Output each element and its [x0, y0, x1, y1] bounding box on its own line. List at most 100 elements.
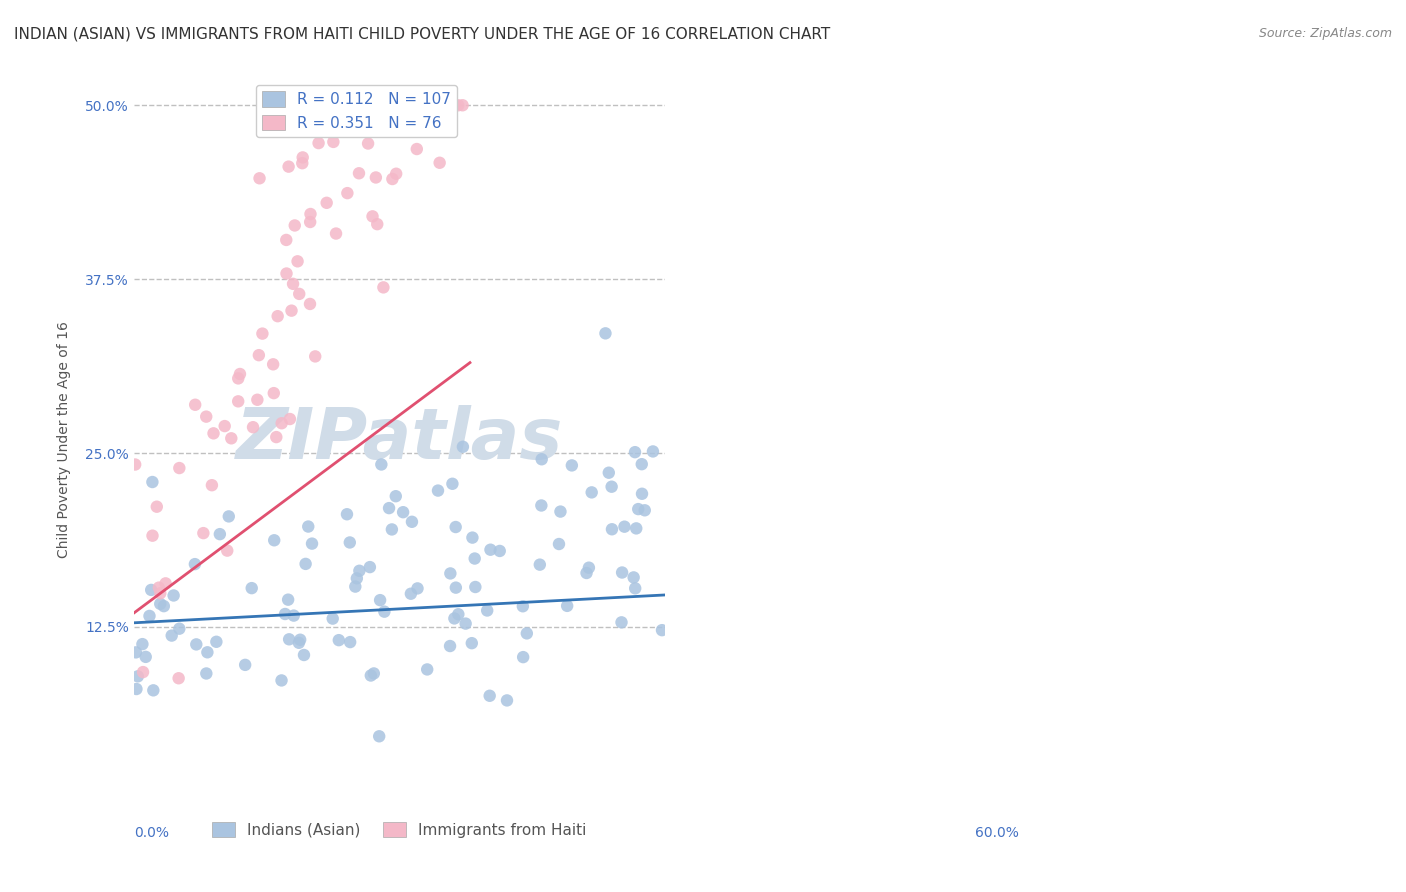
Point — [135, 649, 157, 664]
Point — [530, 499, 553, 513]
Point — [299, 207, 322, 221]
Point — [247, 348, 270, 362]
Point — [294, 557, 316, 571]
Point — [444, 98, 467, 112]
Point — [381, 523, 404, 537]
Point — [205, 634, 228, 648]
Point — [277, 160, 299, 174]
Point — [651, 623, 673, 637]
Point — [363, 666, 385, 681]
Point — [270, 673, 292, 688]
Point — [349, 564, 371, 578]
Text: ZIPatlas: ZIPatlas — [235, 405, 562, 474]
Point — [162, 589, 184, 603]
Point — [184, 557, 207, 571]
Point — [322, 135, 344, 149]
Text: 0.0%: 0.0% — [134, 826, 169, 840]
Point — [195, 409, 218, 424]
Point — [401, 515, 423, 529]
Point — [429, 98, 451, 112]
Point — [439, 639, 461, 653]
Point — [443, 611, 465, 625]
Point — [153, 599, 176, 614]
Point — [361, 210, 384, 224]
Point — [375, 98, 398, 112]
Point — [392, 505, 415, 519]
Point — [336, 186, 359, 201]
Point — [226, 371, 249, 385]
Point — [155, 576, 177, 591]
Point — [600, 480, 623, 494]
Point — [284, 219, 307, 233]
Point — [308, 136, 330, 150]
Y-axis label: Child Poverty Under the Age of 16: Child Poverty Under the Age of 16 — [58, 321, 72, 558]
Point — [125, 681, 148, 696]
Point — [478, 689, 501, 703]
Point — [561, 458, 583, 473]
Point — [440, 98, 463, 112]
Point — [148, 581, 170, 595]
Point — [366, 217, 388, 231]
Point — [477, 603, 499, 617]
Point — [378, 501, 401, 516]
Point — [488, 544, 510, 558]
Point — [328, 633, 350, 648]
Point — [283, 608, 305, 623]
Point — [451, 440, 474, 454]
Point — [392, 98, 415, 112]
Point — [149, 586, 172, 600]
Point — [277, 592, 299, 607]
Point — [304, 350, 326, 364]
Point — [406, 582, 429, 596]
Point — [266, 309, 288, 323]
Point — [233, 657, 256, 672]
Point — [630, 457, 652, 471]
Point — [276, 233, 298, 247]
Point — [252, 326, 274, 341]
Point — [292, 648, 315, 662]
Point — [278, 412, 301, 426]
Point — [127, 669, 149, 683]
Point — [436, 98, 458, 112]
Point — [429, 155, 451, 169]
Point — [226, 394, 249, 409]
Point — [454, 616, 477, 631]
Point — [141, 529, 163, 543]
Point — [287, 254, 309, 268]
Point — [276, 267, 298, 281]
Point — [339, 535, 361, 549]
Point — [167, 671, 190, 685]
Point — [208, 527, 231, 541]
Point — [408, 98, 430, 112]
Point — [610, 615, 633, 630]
Point — [218, 509, 240, 524]
Point — [555, 599, 578, 613]
Point — [631, 487, 654, 501]
Point — [623, 570, 645, 584]
Point — [405, 142, 427, 156]
Point — [325, 227, 347, 241]
Point — [373, 98, 395, 112]
Point — [529, 558, 551, 572]
Point — [368, 729, 391, 743]
Point — [301, 536, 323, 550]
Point — [169, 622, 191, 636]
Point — [444, 581, 467, 595]
Point — [262, 357, 284, 371]
Point — [221, 431, 243, 445]
Point — [141, 582, 163, 597]
Point — [246, 392, 269, 407]
Point — [229, 367, 252, 381]
Point — [352, 98, 374, 112]
Point — [600, 522, 623, 536]
Point — [364, 170, 387, 185]
Point — [360, 668, 382, 682]
Point — [322, 612, 344, 626]
Point — [131, 637, 153, 651]
Point — [291, 156, 314, 170]
Point — [149, 597, 172, 611]
Point — [270, 416, 292, 430]
Point — [641, 444, 664, 458]
Point — [288, 632, 311, 647]
Point — [399, 587, 422, 601]
